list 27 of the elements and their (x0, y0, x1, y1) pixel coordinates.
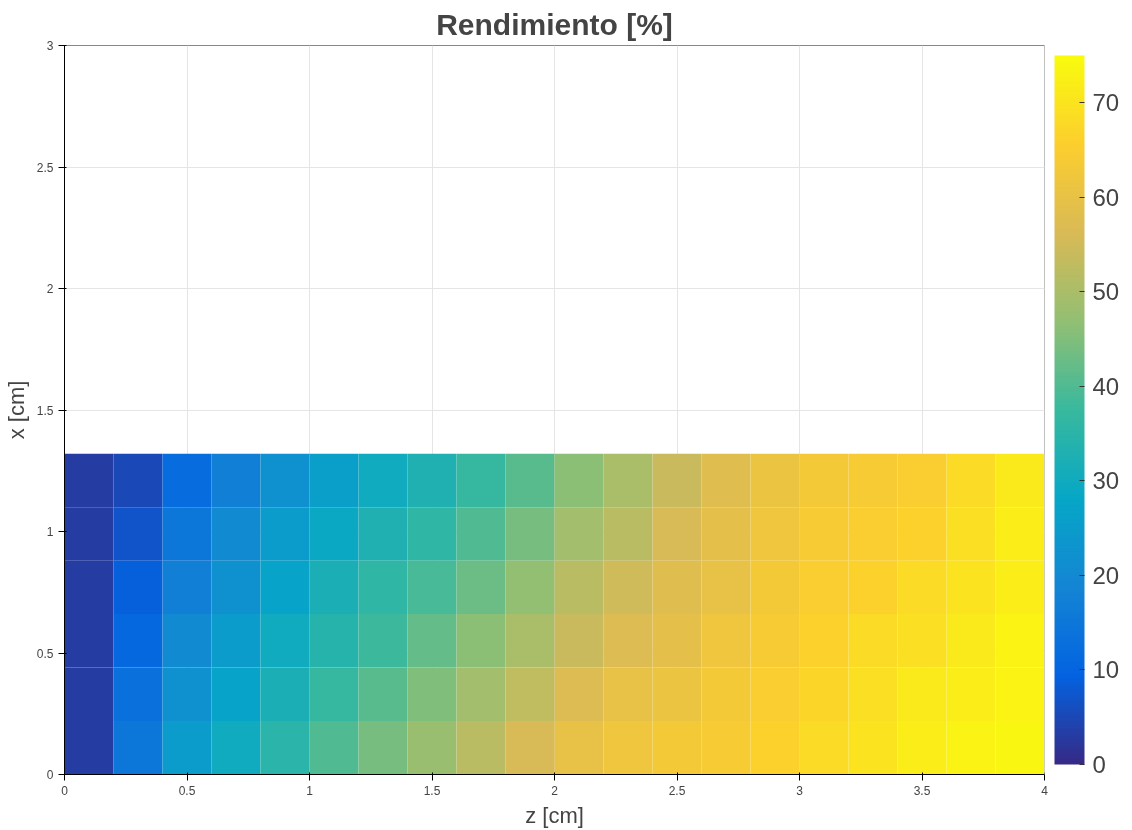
color-bar-label: 20 (1092, 561, 1120, 589)
y-tick-label: 1 (46, 525, 54, 539)
x-tick-label: 1 (306, 783, 314, 798)
y-tick-label: 2 (46, 282, 54, 296)
y-tick-label: 3 (46, 39, 54, 53)
color-bar-label: 10 (1092, 656, 1120, 684)
x-tick-label: 0.5 (178, 783, 196, 798)
color-bar-label: 30 (1092, 467, 1120, 495)
y-axis-title: x [cm] (3, 380, 29, 440)
y-tick-label: 0 (46, 768, 54, 782)
color-bar-label: 60 (1092, 183, 1120, 211)
x-axis-title: z [cm] (525, 802, 584, 828)
color-bar-label: 70 (1092, 89, 1120, 117)
x-tick-label: 2.5 (668, 783, 686, 798)
x-tick-label: 3 (796, 783, 804, 798)
y-tick-label: 1.5 (36, 403, 54, 418)
color-bar-label: 40 (1092, 372, 1120, 400)
x-tick-label: 4 (1041, 783, 1049, 798)
y-tick-label: 0.5 (36, 646, 54, 661)
x-tick-label: 3.5 (913, 783, 931, 798)
x-tick-label: 2 (551, 783, 559, 798)
color-bar-label: 50 (1092, 278, 1120, 306)
x-tick-label: 1.5 (423, 783, 441, 798)
color-bar-label: 0 (1092, 751, 1106, 778)
chart-title: Rendimiento [%] (436, 7, 673, 41)
y-tick-label: 2.5 (36, 160, 54, 175)
x-tick-label: 0 (61, 783, 69, 798)
